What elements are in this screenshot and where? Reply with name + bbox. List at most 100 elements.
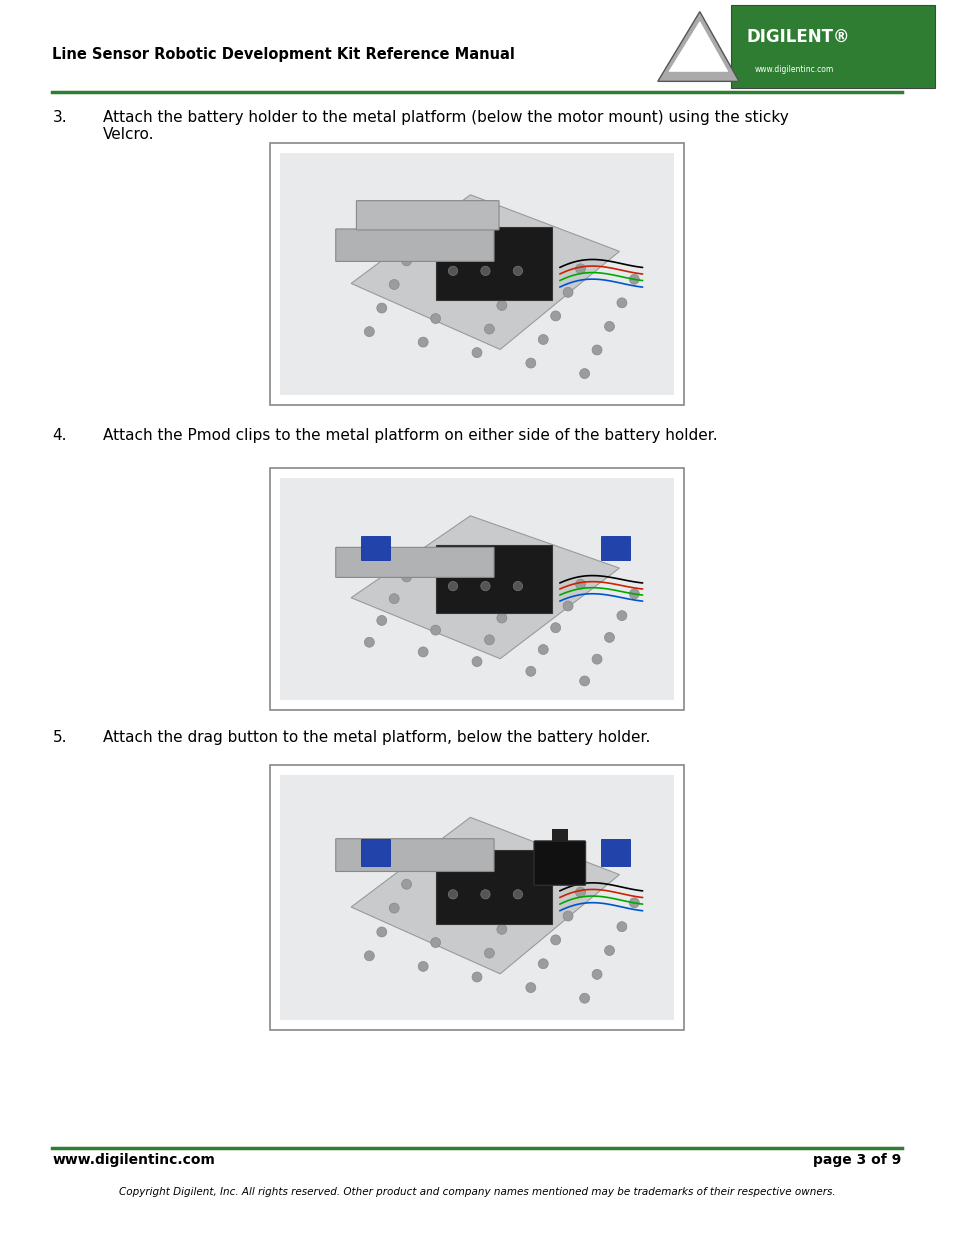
Circle shape [455,582,465,592]
Circle shape [629,274,639,284]
FancyBboxPatch shape [534,841,585,885]
Circle shape [376,303,386,312]
Circle shape [484,324,494,333]
Circle shape [467,559,477,569]
Circle shape [448,889,457,899]
Bar [279,478,674,700]
Polygon shape [668,21,727,72]
Text: Line Sensor Robotic Development Kit Reference Manual: Line Sensor Robotic Development Kit Refe… [52,47,515,63]
Circle shape [414,550,423,561]
Text: www.digilentinc.com: www.digilentinc.com [52,1153,215,1167]
Circle shape [509,277,518,287]
Text: Copyright Digilent, Inc. All rights reserved. Other product and company names me: Copyright Digilent, Inc. All rights rese… [118,1187,835,1197]
Bar [551,829,567,842]
Circle shape [537,335,548,345]
Circle shape [617,298,626,308]
FancyBboxPatch shape [335,839,494,872]
Circle shape [604,946,614,956]
Circle shape [575,887,585,897]
Circle shape [617,610,626,621]
Circle shape [509,592,518,601]
Circle shape [430,314,440,324]
Circle shape [537,645,548,655]
Circle shape [579,676,589,685]
Circle shape [455,890,465,900]
Circle shape [442,914,453,924]
Circle shape [629,898,639,908]
Text: 5.: 5. [52,730,67,745]
Circle shape [389,279,398,289]
Bar [270,468,683,710]
Circle shape [430,625,440,635]
Bar [279,153,674,395]
Circle shape [480,582,490,590]
Circle shape [417,337,428,347]
Bar [279,774,674,1020]
Circle shape [472,347,481,358]
Text: page 3 of 9: page 3 of 9 [812,1153,901,1167]
Circle shape [575,264,585,274]
Polygon shape [351,195,618,350]
Circle shape [562,601,573,611]
Circle shape [513,889,522,899]
Circle shape [521,253,531,263]
Text: DIGILENT®: DIGILENT® [746,27,849,46]
Circle shape [550,935,560,945]
Circle shape [417,961,428,972]
Circle shape [604,632,614,642]
Circle shape [525,667,536,677]
Circle shape [629,589,639,599]
Circle shape [604,321,614,331]
Circle shape [497,613,506,622]
Circle shape [521,877,531,887]
Circle shape [592,969,601,979]
Circle shape [579,993,589,1003]
Text: www.digilentinc.com: www.digilentinc.com [755,65,834,74]
Bar [436,546,551,614]
Circle shape [430,937,440,947]
Circle shape [364,637,374,647]
Circle shape [376,615,386,625]
Circle shape [484,635,494,645]
Circle shape [389,594,398,604]
Circle shape [525,983,536,993]
Circle shape [579,368,589,379]
Text: 3.: 3. [52,110,67,125]
FancyBboxPatch shape [600,536,630,559]
Circle shape [448,582,457,590]
Circle shape [376,927,386,937]
Circle shape [497,924,506,934]
Circle shape [550,311,560,321]
FancyBboxPatch shape [356,200,498,230]
Polygon shape [351,818,618,974]
Circle shape [562,911,573,921]
Circle shape [455,267,465,277]
Circle shape [521,569,531,579]
Circle shape [617,921,626,931]
Bar [436,227,551,300]
Circle shape [513,267,522,275]
Bar [270,143,683,405]
Circle shape [480,889,490,899]
Polygon shape [658,11,739,82]
Circle shape [509,900,518,910]
Text: Attach the drag button to the metal platform, below the battery holder.: Attach the drag button to the metal plat… [103,730,650,745]
Circle shape [467,243,477,253]
Circle shape [472,657,481,667]
FancyBboxPatch shape [335,547,494,578]
Bar [730,5,934,88]
Circle shape [448,267,457,275]
Circle shape [472,972,481,982]
Bar [436,850,551,924]
Circle shape [575,579,585,589]
Polygon shape [351,516,618,658]
Circle shape [401,879,411,889]
Text: 4.: 4. [52,429,67,443]
Circle shape [592,655,601,664]
Circle shape [401,256,411,266]
Circle shape [364,327,374,337]
Circle shape [497,300,506,310]
Circle shape [442,290,453,300]
Circle shape [389,903,398,913]
Text: Attach the battery holder to the metal platform (below the motor mount) using th: Attach the battery holder to the metal p… [103,110,788,142]
